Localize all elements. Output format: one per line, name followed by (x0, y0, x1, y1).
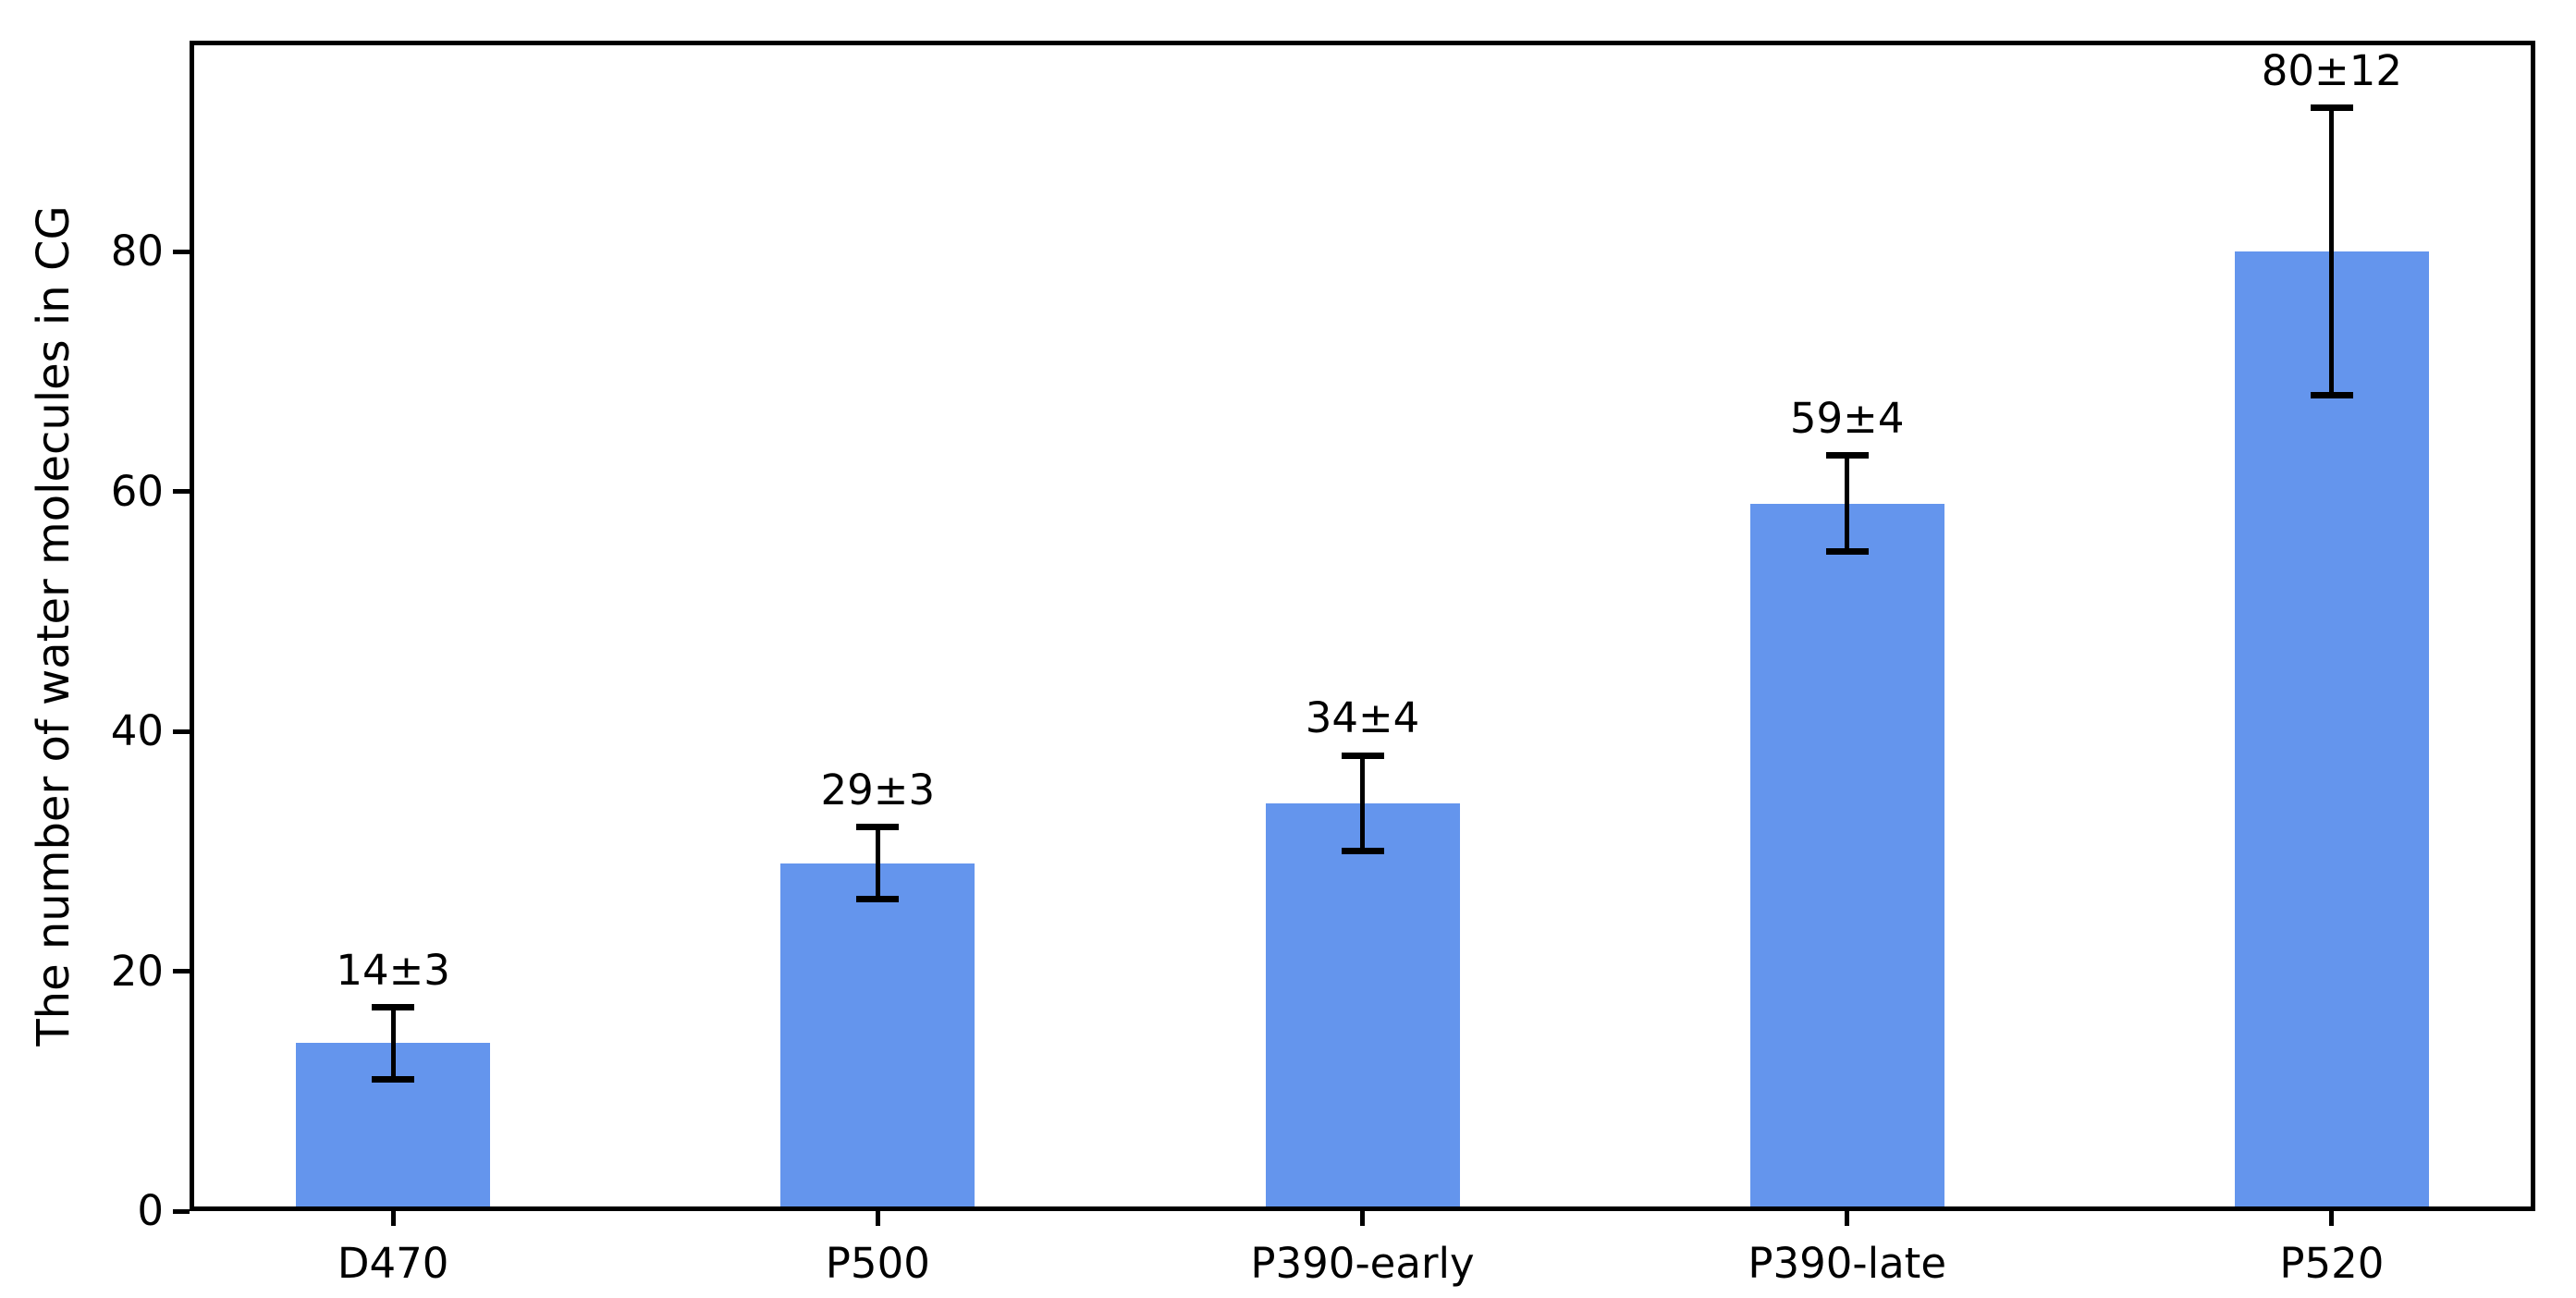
error-bar-line (390, 1007, 396, 1080)
x-tick (1360, 1211, 1365, 1226)
error-bar-cap-bottom (1341, 848, 1384, 855)
error-bar-cap-bottom (856, 896, 900, 903)
error-bar-cap-top (1825, 452, 1869, 459)
x-tick (875, 1211, 880, 1226)
y-tick-label: 60 (110, 466, 164, 516)
error-bar-line (1360, 755, 1365, 851)
x-tick-label: P520 (2279, 1239, 2385, 1288)
y-tick-label: 80 (110, 227, 164, 276)
error-bar-cap-bottom (2310, 392, 2353, 399)
y-tick-label: 20 (110, 946, 164, 996)
x-tick-label: P500 (825, 1239, 930, 1288)
bar-value-label: 59±4 (1789, 393, 1905, 443)
bar-value-label: 29±3 (820, 765, 936, 814)
x-tick (390, 1211, 396, 1226)
y-tick (173, 1208, 190, 1214)
error-bar-cap-top (372, 1003, 415, 1010)
bar-P520 (2234, 251, 2429, 1211)
bar-P390-late (1749, 503, 1944, 1211)
y-tick (173, 489, 190, 495)
error-bar-cap-bottom (372, 1075, 415, 1083)
error-bar-cap-bottom (1825, 548, 1869, 556)
axis-spine-bottom (190, 1206, 2535, 1211)
x-tick (1845, 1211, 1850, 1226)
y-tick (173, 249, 190, 254)
error-bar-cap-top (856, 824, 900, 831)
error-bar-cap-top (2310, 104, 2353, 112)
axis-spine-right (2531, 41, 2535, 1211)
x-tick-label: P390-late (1748, 1239, 1947, 1288)
y-tick-label: 0 (137, 1186, 164, 1235)
x-tick-label: P390-early (1250, 1239, 1475, 1288)
axis-spine-top (190, 41, 2535, 45)
error-bar-line (1845, 455, 1850, 552)
error-bar-line (875, 827, 880, 900)
x-tick-label: D470 (337, 1239, 449, 1288)
y-tick (173, 729, 190, 734)
bar-value-label: 80±12 (2261, 45, 2402, 95)
error-bar-line (2329, 107, 2335, 396)
axis-spine-left (190, 41, 194, 1211)
plot-area: 0 20 40 60 80 14±3 D470 29±3 P500 34±4 P390-early 5… (111, 41, 2535, 1288)
x-tick (2329, 1211, 2335, 1226)
y-tick (173, 969, 190, 974)
y-axis-label: The number of water molecules in CG (28, 205, 80, 1047)
bar-P390-early (1265, 802, 1460, 1211)
y-tick-label: 40 (110, 706, 164, 756)
error-bar-cap-top (1341, 752, 1384, 759)
bar-value-label: 14±3 (336, 945, 450, 995)
bar-value-label: 34±4 (1305, 693, 1420, 743)
bar-P500 (780, 863, 975, 1211)
